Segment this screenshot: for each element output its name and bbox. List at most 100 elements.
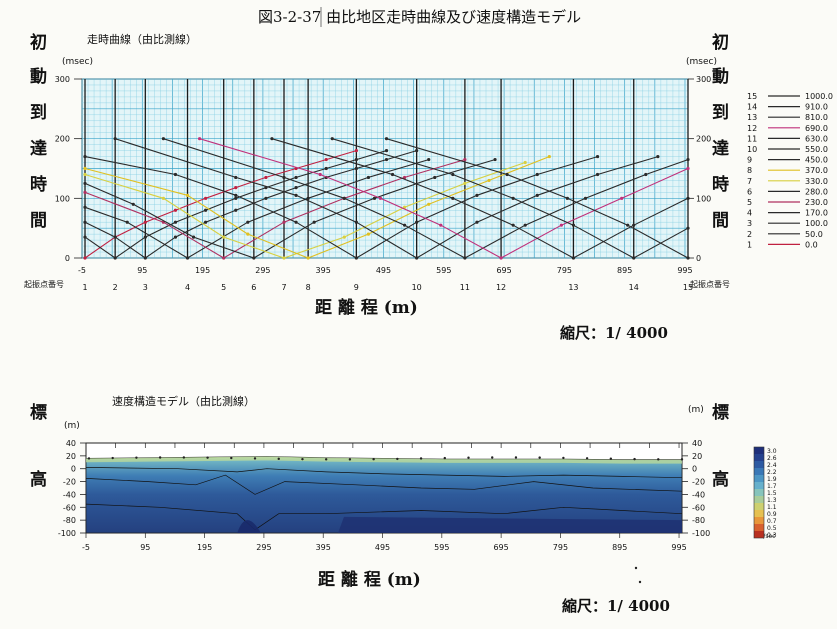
traveltime-xtick: 495 — [376, 266, 391, 275]
colorbar-label: 1.5 — [767, 490, 777, 497]
traveltime-ytick-left: 0 — [65, 254, 70, 263]
traveltime-subtitle: 走時曲線（由比測線） — [87, 32, 197, 46]
traveltime-point-5 — [402, 175, 407, 180]
legend-value: 230.0 — [805, 198, 828, 207]
velocity-ytick-left: -100 — [58, 529, 76, 538]
velocity-surface-point — [562, 456, 565, 460]
traveltime-point-11 — [342, 196, 346, 200]
legend-number: 6 — [747, 187, 752, 196]
traveltime-point-11 — [282, 175, 286, 180]
traveltime-xtick: 695 — [496, 266, 511, 275]
svg-text:初: 初 — [30, 32, 47, 53]
velocity-ylabel-left-1: 標 — [30, 402, 47, 423]
velocity-surface-point — [158, 456, 162, 459]
speck-2 — [638, 580, 642, 584]
velocity-xtick: 495 — [375, 543, 390, 552]
colorbar-swatch-8 — [754, 503, 764, 510]
traveltime-point-2 — [204, 208, 208, 212]
traveltime-point-11 — [463, 256, 467, 260]
traveltime-point-3 — [204, 220, 208, 224]
traveltime-ytick-right: 100 — [696, 194, 711, 203]
traveltime-point-4 — [246, 220, 250, 224]
svg-text:時: 時 — [30, 174, 47, 195]
traveltime-point-7 — [282, 256, 286, 260]
traveltime-point-3 — [143, 256, 147, 260]
traveltime-point-11 — [686, 157, 690, 162]
traveltime-point-1 — [173, 208, 178, 212]
traveltime-point-14 — [330, 137, 334, 141]
traveltime-point-10 — [234, 175, 238, 180]
traveltime-point-5 — [222, 256, 226, 260]
traveltime-xtick: 95 — [137, 266, 147, 275]
colorbar-swatch-11 — [754, 524, 764, 531]
legend-value: 690.0 — [805, 124, 828, 133]
traveltime-point-2 — [384, 149, 389, 153]
traveltime-point-4 — [185, 256, 190, 260]
shot-number-10: 10 — [412, 283, 422, 292]
traveltime-point-6 — [312, 220, 316, 224]
colorbar-label: 2.4 — [767, 462, 777, 469]
traveltime-xtick: 595 — [436, 266, 451, 275]
traveltime-ytick-right: 0 — [696, 254, 701, 263]
velocity-xtick: 995 — [671, 543, 686, 552]
svg-text:動: 動 — [712, 66, 729, 87]
traveltime-point-13 — [270, 137, 274, 141]
velocity-surface-point — [111, 456, 114, 460]
traveltime-series-3 — [84, 150, 417, 259]
traveltime-point-8 — [487, 178, 491, 183]
traveltime-point-10 — [294, 193, 298, 197]
velocity-near-surface-band — [86, 456, 682, 464]
traveltime-ylabel-left: 初 動 到 達 時 間 — [30, 32, 47, 231]
shot-number-4: 4 — [185, 283, 190, 292]
traveltime-point-9 — [535, 172, 539, 177]
velocity-surface-point — [514, 456, 518, 459]
velocity-ytick-right: -80 — [692, 516, 705, 525]
velocity-surface-point — [324, 458, 328, 461]
traveltime-point-10 — [656, 154, 660, 159]
traveltime-point-15 — [384, 137, 389, 141]
traveltime-point-8 — [547, 154, 551, 159]
colorbar-swatch-1 — [754, 454, 764, 461]
velocity-xlabel: 距 離 程 (m) — [318, 569, 421, 590]
legend-value: 280.0 — [805, 187, 828, 196]
velocity-ytick-left: -80 — [63, 516, 76, 525]
traveltime-point-8 — [83, 166, 87, 171]
traveltime-point-6 — [191, 235, 196, 239]
traveltime-xtick: -5 — [78, 266, 86, 275]
traveltime-point-13 — [571, 256, 576, 260]
velocity-surface-point — [182, 456, 186, 459]
traveltime-point-13 — [632, 223, 636, 227]
traveltime-point-3 — [384, 157, 389, 162]
traveltime-point-1 — [83, 256, 87, 260]
velocity-ytick-left: -40 — [63, 490, 76, 499]
colorbar-swatch-0 — [754, 447, 764, 454]
traveltime-point-10 — [535, 193, 539, 197]
traveltime-point-8 — [427, 202, 431, 206]
traveltime-point-2 — [324, 166, 328, 171]
traveltime-point-14 — [571, 223, 576, 227]
traveltime-point-12 — [559, 223, 563, 227]
traveltime-point-5 — [282, 220, 286, 224]
colorbar-label: 1.9 — [767, 476, 777, 483]
velocity-surface-point — [538, 456, 541, 459]
velocity-ytick-left: 20 — [66, 452, 76, 461]
traveltime-point-7 — [222, 235, 226, 239]
legend-value: 330.0 — [805, 177, 828, 186]
shot-number-1: 1 — [82, 283, 87, 292]
traveltime-point-2 — [294, 175, 298, 180]
colorbar-label: 0.7 — [767, 518, 777, 525]
traveltime-point-14 — [686, 226, 690, 230]
velocity-contour-1 — [85, 467, 683, 479]
traveltime-point-4 — [306, 196, 310, 200]
traveltime-point-3 — [113, 235, 117, 239]
velocity-xtick: 195 — [197, 543, 212, 552]
traveltime-point-15 — [626, 223, 630, 227]
velocity-surface-point — [206, 456, 209, 459]
velocity-surface-point — [301, 457, 304, 461]
legend-value: 0.0 — [805, 240, 818, 249]
traveltime-scale: 縮尺：1/ 4000 — [560, 324, 668, 342]
traveltime-xlabel: 距 離 程 (m) — [315, 297, 418, 318]
traveltime-point-12 — [197, 137, 202, 141]
traveltime-point-6 — [433, 175, 437, 180]
traveltime-xtick: 295 — [255, 266, 270, 275]
